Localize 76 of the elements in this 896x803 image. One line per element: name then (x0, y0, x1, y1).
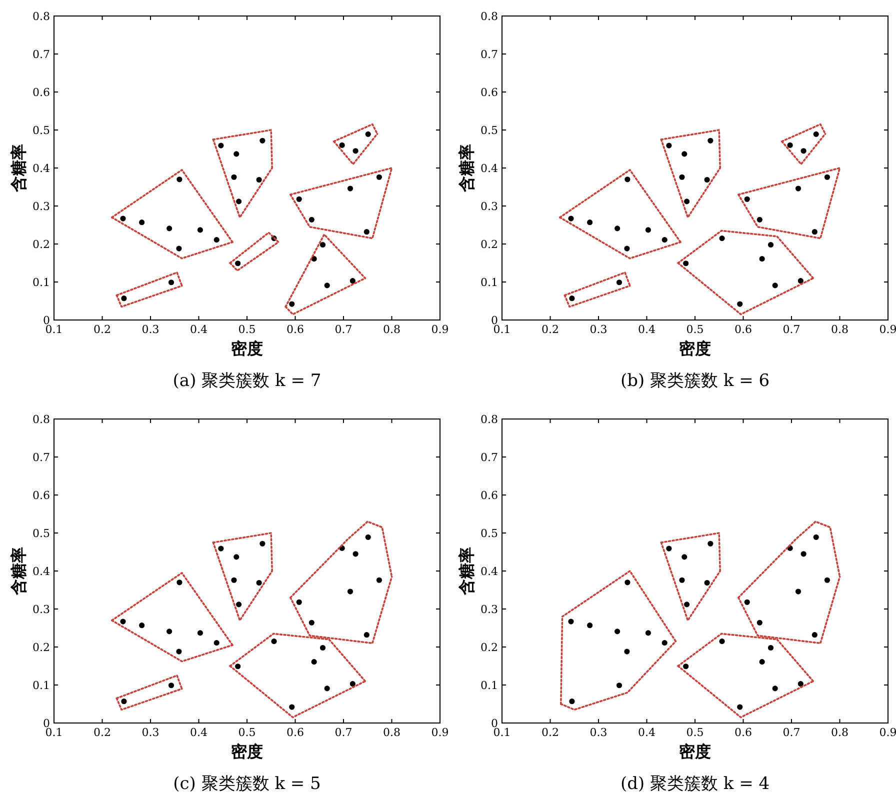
y-tick-label: 0.3 (480, 200, 498, 213)
y-tick-label: 0.7 (32, 48, 50, 61)
y-tick-label: 0.8 (480, 10, 498, 23)
text: (b) 聚类簇数 k = 6 (620, 371, 770, 391)
y-tick-label: 0.2 (32, 238, 50, 251)
x-tick-label: 0.5 (238, 726, 256, 739)
y-tick-label: 0.2 (480, 641, 498, 654)
x-tick-label: 0.7 (334, 323, 352, 336)
x-tick-label: 0.8 (831, 323, 848, 336)
y-tick-label: 0.3 (32, 200, 50, 213)
x-tick-label: 0.3 (590, 726, 608, 739)
x-tick-label: 0.4 (190, 726, 208, 739)
x-axis-title: 密度 (231, 742, 263, 761)
x-tick-label: 0.2 (542, 726, 559, 739)
x-tick-label: 0.6 (734, 323, 752, 336)
y-tick-label: 0.5 (32, 124, 50, 137)
y-tick-label: 0.4 (480, 565, 498, 578)
y-tick-label: 0.2 (480, 238, 498, 251)
x-tick-label: 0.2 (94, 323, 111, 336)
y-tick-label: 0.6 (480, 86, 498, 99)
x-tick-label: 0.6 (286, 726, 304, 739)
y-tick-label: 0.3 (480, 603, 498, 616)
y-axis-title: 含糖率 (9, 547, 28, 596)
x-tick-label: 0.8 (831, 726, 848, 739)
x-axis-title: 密度 (679, 742, 711, 761)
x-tick-label: 0.8 (383, 726, 400, 739)
x-tick-label: 0.4 (638, 323, 656, 336)
y-tick-label: 0.8 (32, 413, 50, 426)
x-tick-label: 0.3 (142, 323, 160, 336)
text: (d) 聚类簇数 k = 4 (620, 774, 770, 794)
x-tick-label: 0.5 (238, 323, 256, 336)
y-tick-label: 0.4 (32, 162, 50, 175)
y-tick-label: 0.5 (480, 527, 498, 540)
y-tick-label: 0.3 (32, 603, 50, 616)
y-tick-label: 0.7 (32, 451, 50, 464)
x-tick-label: 0.6 (734, 726, 752, 739)
y-tick-label: 0.1 (32, 276, 50, 289)
x-tick-label: 0.2 (94, 726, 111, 739)
x-tick-label: 0.9 (879, 323, 896, 336)
y-tick-label: 0.6 (32, 86, 50, 99)
x-tick-label: 0.8 (383, 323, 400, 336)
y-tick-label: 0.5 (480, 124, 498, 137)
y-axis-title: 含糖率 (457, 547, 476, 596)
x-tick-label: 0.5 (686, 323, 704, 336)
y-tick-label: 0.6 (480, 489, 498, 502)
y-axis-title: 含糖率 (457, 144, 476, 193)
x-tick-label: 0.4 (190, 323, 208, 336)
y-tick-label: 0.8 (32, 10, 50, 23)
y-axis-title: 含糖率 (9, 144, 28, 193)
y-tick-label: 0.8 (480, 413, 498, 426)
x-tick-label: 0.3 (590, 323, 608, 336)
x-tick-label: 0.3 (142, 726, 160, 739)
x-tick-label: 0.5 (686, 726, 704, 739)
x-axis-title: 密度 (231, 339, 263, 358)
x-tick-label: 0.9 (431, 323, 449, 336)
y-tick-label: 0.7 (480, 48, 498, 61)
x-tick-label: 0.4 (638, 726, 656, 739)
y-tick-label: 0.4 (32, 565, 50, 578)
x-tick-label: 0.7 (782, 323, 800, 336)
y-tick-label: 0.1 (480, 679, 498, 692)
x-tick-label: 0.2 (542, 323, 559, 336)
x-axis-title: 密度 (679, 339, 711, 358)
text: (a) 聚类簇数 k = 7 (172, 371, 322, 391)
y-tick-label: 0.1 (32, 679, 50, 692)
x-tick-label: 0.7 (782, 726, 800, 739)
y-tick-label: 0.4 (480, 162, 498, 175)
y-tick-label: 0.5 (32, 527, 50, 540)
text: (c) 聚类簇数 k = 5 (173, 774, 321, 794)
y-tick-label: 0.2 (32, 641, 50, 654)
y-tick-label: 0.6 (32, 489, 50, 502)
x-tick-label: 0.6 (286, 323, 304, 336)
x-tick-label: 0.9 (431, 726, 449, 739)
x-tick-label: 0.9 (879, 726, 896, 739)
x-tick-label: 0.7 (334, 726, 352, 739)
y-tick-label: 0.7 (480, 451, 498, 464)
y-tick-label: 0.1 (480, 276, 498, 289)
